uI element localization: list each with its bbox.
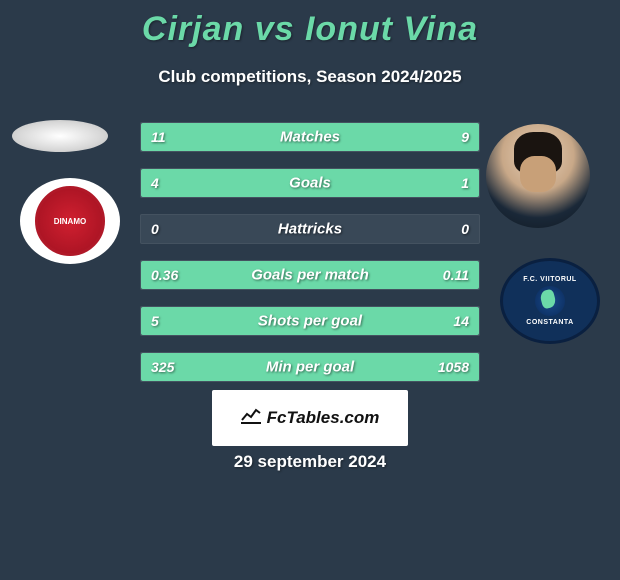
branding-badge[interactable]: FcTables.com xyxy=(212,390,408,446)
stat-row: 0.360.11Goals per match xyxy=(140,260,480,290)
chart-icon xyxy=(241,408,261,429)
club-right-label-top: F.C. VIITORUL xyxy=(523,276,576,283)
stat-label: Shots per goal xyxy=(141,313,479,330)
club-left-label: DINAMO xyxy=(35,186,105,256)
stat-row: 41Goals xyxy=(140,168,480,198)
club-right-label-bottom: CONSTANTA xyxy=(526,319,573,326)
stat-label: Hattricks xyxy=(141,221,479,238)
page-title: Cirjan vs Ionut Vina xyxy=(0,0,620,49)
branding-text: FcTables.com xyxy=(267,408,380,428)
stat-row: 514Shots per goal xyxy=(140,306,480,336)
comparison-chart: 119Matches 41Goals 00Hattricks 0.360.11Goal… xyxy=(140,122,480,398)
club-right-badge: F.C. VIITORUL CONSTANTA xyxy=(500,258,600,344)
player-left-avatar xyxy=(12,120,108,152)
stat-row: 3251058Min per goal xyxy=(140,352,480,382)
club-left-badge: DINAMO xyxy=(20,178,120,264)
stat-label: Goals xyxy=(141,175,479,192)
stat-row: 119Matches xyxy=(140,122,480,152)
subtitle: Club competitions, Season 2024/2025 xyxy=(0,67,620,87)
stat-label: Goals per match xyxy=(141,267,479,284)
date-label: 29 september 2024 xyxy=(0,452,620,472)
stat-label: Min per goal xyxy=(141,359,479,376)
stat-row: 00Hattricks xyxy=(140,214,480,244)
stat-label: Matches xyxy=(141,129,479,146)
player-right-avatar xyxy=(486,124,590,228)
club-right-crest-icon xyxy=(535,286,565,316)
